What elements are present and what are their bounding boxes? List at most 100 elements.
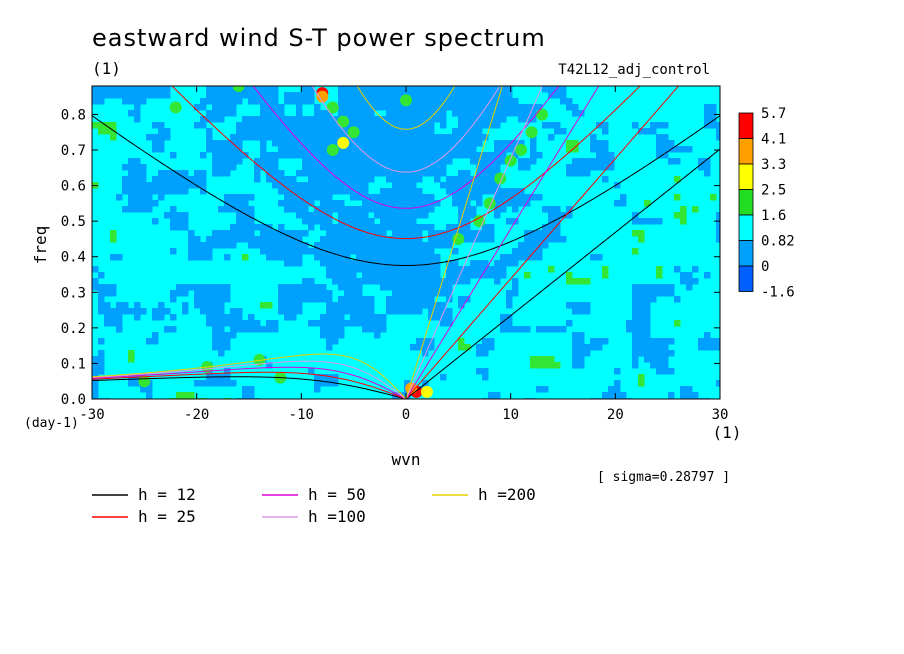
y-tick-label: 0.3 — [61, 285, 86, 301]
field-cell — [152, 338, 159, 345]
field-cell — [458, 188, 465, 195]
field-cell — [344, 272, 351, 279]
field-cell — [362, 242, 369, 249]
field-cell — [146, 134, 153, 141]
field-cell — [344, 236, 351, 243]
field-cell — [344, 206, 351, 213]
field-cell — [266, 98, 273, 105]
field-cell — [392, 92, 399, 99]
field-cell — [170, 206, 177, 213]
field-cell — [248, 224, 255, 231]
field-cell — [506, 218, 513, 225]
field-cell — [248, 326, 255, 333]
field-cell — [374, 170, 381, 177]
field-cell — [506, 146, 513, 153]
field-cell — [386, 302, 393, 309]
field-cell — [686, 392, 693, 399]
field-cell — [356, 116, 363, 123]
field-cell — [548, 230, 555, 237]
field-cell — [206, 302, 213, 309]
field-cell — [320, 314, 327, 321]
field-cell — [356, 320, 363, 327]
field-cell — [218, 308, 225, 315]
field-cell — [482, 374, 489, 381]
field-cell — [362, 128, 369, 135]
field-cell — [380, 326, 387, 333]
field-cell — [566, 212, 573, 219]
colorbar-label: 0.82 — [761, 234, 795, 250]
field-cell — [260, 86, 267, 93]
field-cell — [392, 188, 399, 195]
field-cell — [296, 182, 303, 189]
field-cell — [518, 158, 525, 165]
field-cell — [236, 128, 243, 135]
field-cell — [362, 200, 369, 207]
field-cell — [578, 356, 585, 363]
field-cell — [494, 104, 501, 111]
field-cell — [410, 194, 417, 201]
field-cell — [218, 332, 225, 339]
field-cell — [488, 152, 495, 159]
field-cell — [146, 194, 153, 201]
field-cell — [350, 182, 357, 189]
field-cell — [500, 140, 507, 147]
field-cell — [644, 320, 651, 327]
field-cell — [260, 104, 267, 111]
field-cell — [332, 230, 339, 237]
field-cell — [368, 278, 375, 285]
field-cell — [308, 320, 315, 327]
field-cell — [236, 218, 243, 225]
field-cell — [374, 212, 381, 219]
field-cell — [656, 284, 663, 291]
field-cell — [362, 266, 369, 273]
field-cell — [578, 110, 585, 117]
field-cell — [278, 296, 285, 303]
field-cell — [590, 134, 597, 141]
field-cell — [572, 170, 579, 177]
field-cell — [464, 152, 471, 159]
field-cell — [536, 248, 543, 255]
field-cell — [128, 98, 135, 105]
field-cell — [188, 182, 195, 189]
field-cell — [314, 152, 321, 159]
field-cell — [338, 152, 345, 159]
field-cell — [356, 92, 363, 99]
field-cell — [236, 98, 243, 105]
field-cell — [128, 200, 135, 207]
field-cell — [224, 158, 231, 165]
field-cell — [260, 230, 267, 237]
field-cell — [260, 242, 267, 249]
field-cell — [434, 140, 441, 147]
field-cell — [710, 344, 717, 351]
field-cell — [422, 200, 429, 207]
field-cell — [206, 284, 213, 291]
x-tick-label: -20 — [184, 407, 209, 423]
field-cell — [266, 248, 273, 255]
field-cell — [242, 134, 249, 141]
field-cell — [320, 326, 327, 333]
field-cell — [326, 332, 333, 339]
field-cell — [380, 224, 387, 231]
field-cell — [170, 224, 177, 231]
field-cell — [494, 212, 501, 219]
field-cell — [92, 278, 99, 285]
field-cell — [170, 188, 177, 195]
field-cell — [326, 200, 333, 207]
field-cell — [506, 260, 513, 267]
field-cell — [350, 314, 357, 321]
field-cell — [344, 278, 351, 285]
field-cell — [320, 170, 327, 177]
field-cell — [230, 158, 237, 165]
field-cell — [212, 308, 219, 315]
field-cell — [692, 278, 699, 285]
field-cell — [350, 248, 357, 255]
field-cell — [152, 188, 159, 195]
field-cell — [110, 122, 117, 129]
field-cell — [590, 344, 597, 351]
field-cell — [224, 230, 231, 237]
field-cell — [386, 152, 393, 159]
field-cell — [218, 284, 225, 291]
field-cell — [374, 230, 381, 237]
field-cell — [494, 194, 501, 201]
field-cell — [212, 116, 219, 123]
